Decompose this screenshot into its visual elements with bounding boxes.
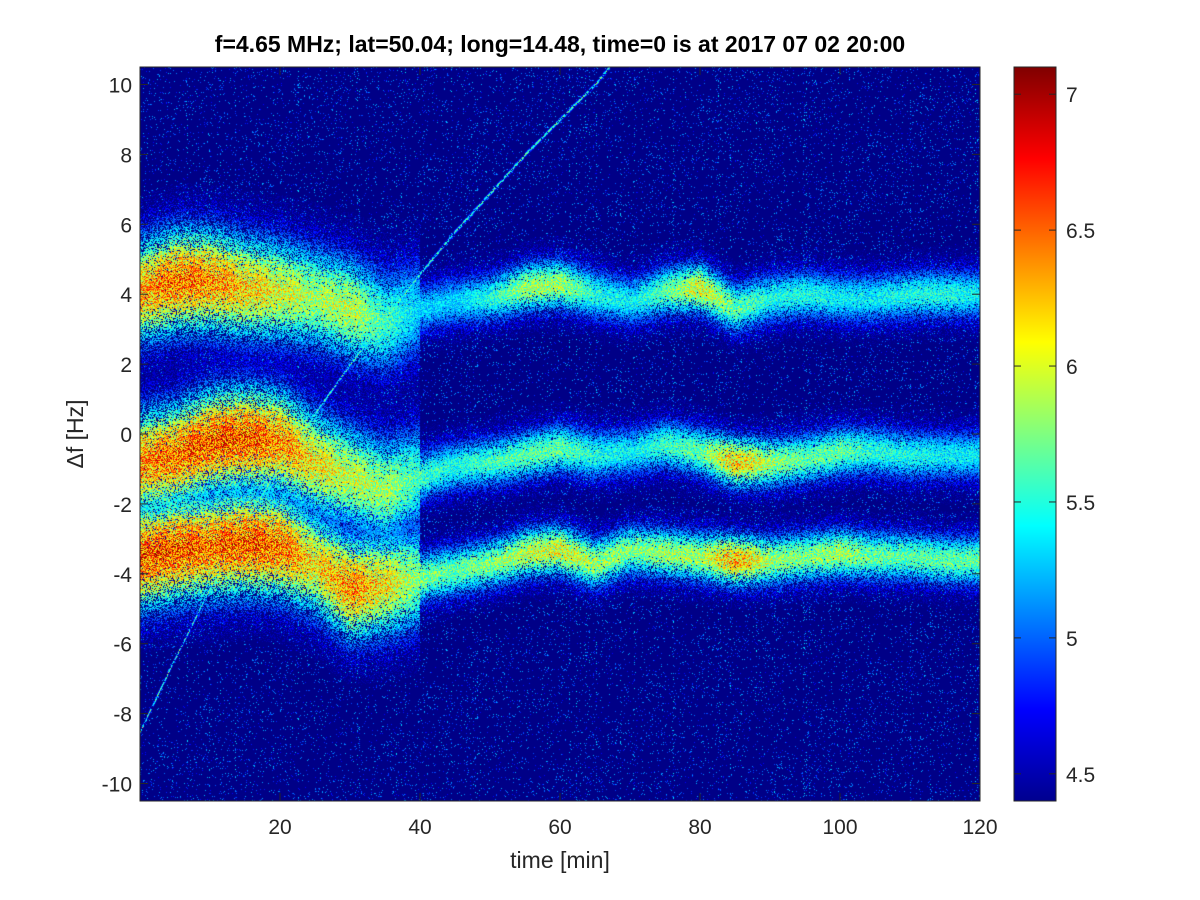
- y-tick-label: -10: [102, 774, 132, 797]
- x-axis: 20 40 60 80 100 120: [268, 67, 998, 839]
- y-tick-label: 0: [120, 424, 132, 447]
- x-tick-label: 100: [822, 816, 857, 839]
- y-axis: -10 -8 -6 -4 -2 0 2 4 6 8 10: [102, 74, 980, 797]
- x-tick-label: 80: [688, 816, 711, 839]
- y-tick-label: -8: [113, 704, 132, 727]
- colorbar-tick-label: 4.5: [1066, 764, 1095, 787]
- y-tick-label: 4: [120, 284, 132, 307]
- y-tick-label: 2: [120, 354, 132, 377]
- spectrogram-heatmap: [140, 67, 980, 801]
- colorbar-tick-label: 6: [1066, 356, 1078, 379]
- colorbar-tick-label: 5.5: [1066, 492, 1095, 515]
- chart-title: f=4.65 MHz; lat=50.04; long=14.48, time=…: [215, 31, 905, 57]
- y-axis-label: Δf [Hz]: [62, 399, 88, 468]
- y-tick-label: -2: [113, 494, 132, 517]
- y-tick-label: -4: [113, 564, 132, 587]
- x-tick-label: 40: [408, 816, 431, 839]
- y-tick-label: 6: [120, 214, 132, 237]
- x-tick-label: 60: [548, 816, 571, 839]
- colorbar-gradient: [1014, 67, 1056, 801]
- y-tick-label: -6: [113, 634, 132, 657]
- colorbar-ticks: 4.5 5 5.5 6 6.5 7: [1014, 84, 1095, 787]
- x-axis-label: time [min]: [510, 847, 610, 873]
- y-tick-label: 8: [120, 144, 132, 167]
- colorbar-tick-label: 6.5: [1066, 220, 1095, 243]
- x-tick-label: 120: [962, 816, 997, 839]
- colorbar-frame: [1013, 66, 1057, 802]
- plot-area: [139, 66, 981, 802]
- colorbar: 4.5 5 5.5 6 6.5 7: [1013, 66, 1095, 802]
- x-tick-label: 20: [268, 816, 291, 839]
- colorbar-tick-label: 5: [1066, 628, 1078, 651]
- colorbar-tick-label: 7: [1066, 84, 1078, 107]
- y-tick-label: 10: [109, 74, 132, 97]
